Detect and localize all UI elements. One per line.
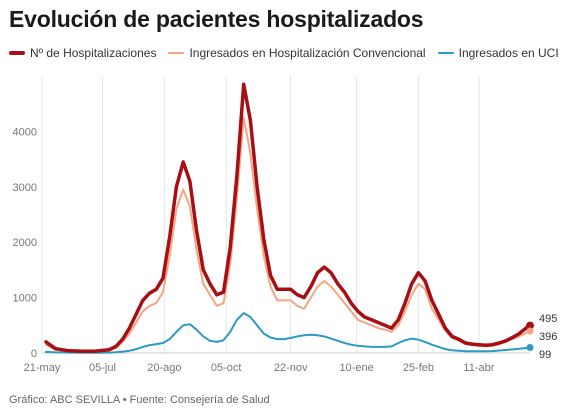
x-tick-label: 21-may <box>24 362 61 374</box>
series-end-point-1 <box>526 327 534 335</box>
series-line-0 <box>44 82 532 354</box>
chart-end-points <box>526 321 534 352</box>
y-tick-label: 3000 <box>13 182 37 194</box>
chart-source: Gráfico: ABC SEVILLA • Fuente: Consejerí… <box>9 394 270 406</box>
legend-item-convencional: Ingresados en Hospitalización Convencion… <box>168 46 426 60</box>
y-axis-ticks: 0 1000 2000 3000 4000 <box>13 126 37 360</box>
y-tick-label: 2000 <box>13 237 37 249</box>
x-tick-label: 25-feb <box>403 362 434 374</box>
series-end-label-2: 99 <box>539 349 551 361</box>
x-tick-label: 22-nov <box>274 362 308 374</box>
legend-item-hospitalizaciones: Nº de Hospitalizaciones <box>9 46 156 60</box>
legend-swatch-hospitalizaciones <box>9 51 25 55</box>
series-line-1 <box>45 116 531 353</box>
series-end-point-0 <box>526 321 534 330</box>
y-tick-label: 1000 <box>13 293 37 305</box>
legend-item-uci: Ingresados en UCI <box>437 46 559 60</box>
legend-swatch-uci <box>437 52 454 54</box>
chart-series-lines <box>44 82 532 354</box>
series-line-2 <box>45 312 531 354</box>
legend-label-uci: Ingresados en UCI <box>458 46 559 60</box>
x-tick-label: 05-jul <box>89 362 116 374</box>
y-tick-label: 0 <box>31 348 37 360</box>
legend-label-hospitalizaciones: Nº de Hospitalizaciones <box>30 46 157 60</box>
series-end-point-2 <box>526 344 534 352</box>
x-tick-label: 20-ago <box>147 362 181 374</box>
legend-swatch-convencional <box>168 52 185 54</box>
series-end-label-0: 495 <box>539 313 557 325</box>
x-tick-label: 11-abr <box>463 362 494 374</box>
chart-end-labels: 495 396 99 <box>539 313 557 361</box>
x-axis-ticks: 21-may 05-jul 20-ago 05-oct 22-nov 10-ene 25-f… <box>24 362 495 374</box>
x-tick-label: 10-ene <box>339 362 373 374</box>
legend-label-convencional: Ingresados en Hospitalización Convencion… <box>189 46 426 60</box>
series-end-label-1: 396 <box>539 331 557 343</box>
chart-legend: Nº de Hospitalizaciones Ingresados en Ho… <box>9 45 571 61</box>
y-tick-label: 4000 <box>13 126 37 138</box>
chart-gridlines <box>41 76 530 354</box>
x-tick-label: 05-oct <box>211 362 242 374</box>
chart-title: Evolución de pacientes hospitalizados <box>9 6 424 32</box>
